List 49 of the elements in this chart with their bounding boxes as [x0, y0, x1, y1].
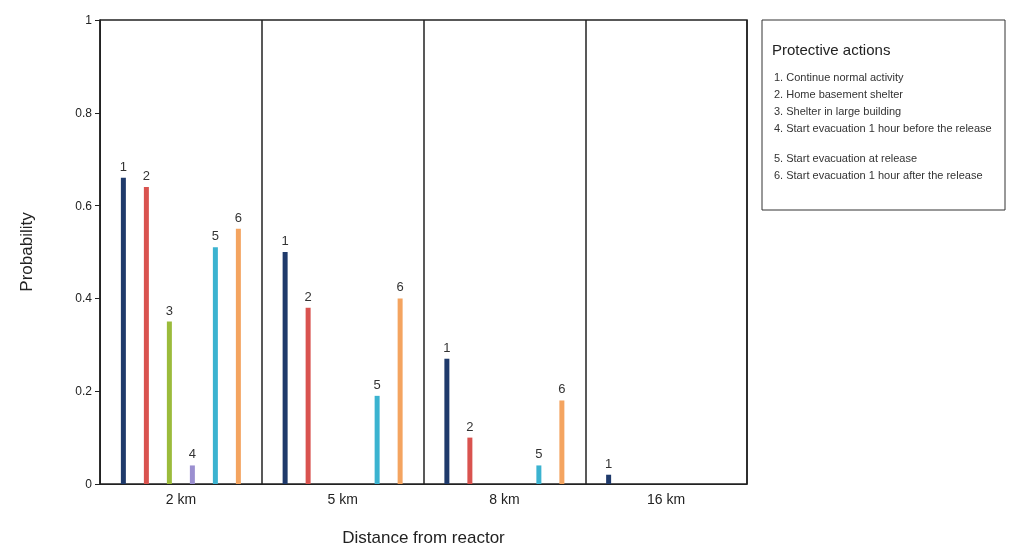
text: 6: [558, 381, 566, 397]
text: 2: [466, 418, 474, 434]
bar: [212, 247, 218, 484]
series-label: 4: [188, 446, 196, 462]
x-tick-label: 16 km: [647, 491, 686, 507]
text: 4. Start evacuation 1 hour before the release: [774, 122, 992, 134]
y-tick-label: 0.4: [75, 291, 93, 306]
text: 6: [396, 279, 404, 295]
y-tick-label: 0.6: [75, 198, 93, 213]
text: 6. Start evacuation 1 hour after the release: [774, 169, 983, 181]
x-tick-label: 2 km: [165, 491, 197, 507]
bar: [374, 395, 380, 484]
text: 1: [443, 339, 451, 355]
series-label: 6: [234, 209, 242, 225]
series-label: 1: [119, 158, 127, 174]
bar: [444, 358, 450, 484]
y-tick-label: 0.2: [75, 384, 93, 399]
bar: [559, 400, 565, 484]
bar: [166, 321, 172, 484]
text: 2. Home basement shelter: [774, 88, 904, 100]
bar: [282, 252, 288, 484]
text: 3. Shelter in large building: [774, 105, 902, 117]
series-label: 5: [211, 228, 219, 244]
x-tick-label: 8 km: [489, 491, 520, 507]
x-tick-label: 5 km: [327, 491, 358, 507]
text: 5: [535, 446, 543, 462]
y-axis-title: Probability: [17, 211, 36, 292]
text: 5: [373, 376, 381, 392]
text: 2: [304, 288, 312, 304]
text: 5. Start evacuation at release: [774, 152, 918, 164]
bar: [536, 465, 542, 484]
text: 1: [281, 233, 289, 248]
y-tick-label: 1: [85, 13, 93, 27]
bar: [467, 437, 473, 484]
series-label: 2: [142, 168, 150, 184]
bar: [235, 228, 241, 484]
bar: [120, 177, 126, 484]
legend-title: Protective actions: [772, 41, 891, 58]
y-tick-label: 0: [85, 477, 93, 491]
y-tick-label: 0.8: [75, 105, 93, 120]
bar: [143, 187, 149, 484]
bar: [397, 298, 403, 484]
bar: [189, 465, 195, 484]
x-axis-title: Distance from reactor: [342, 528, 506, 547]
bar: [305, 307, 311, 484]
series-label: 3: [165, 302, 173, 318]
text: 1. Continue normal activity: [774, 71, 905, 83]
bar: [606, 474, 612, 484]
text: 1: [605, 455, 613, 471]
